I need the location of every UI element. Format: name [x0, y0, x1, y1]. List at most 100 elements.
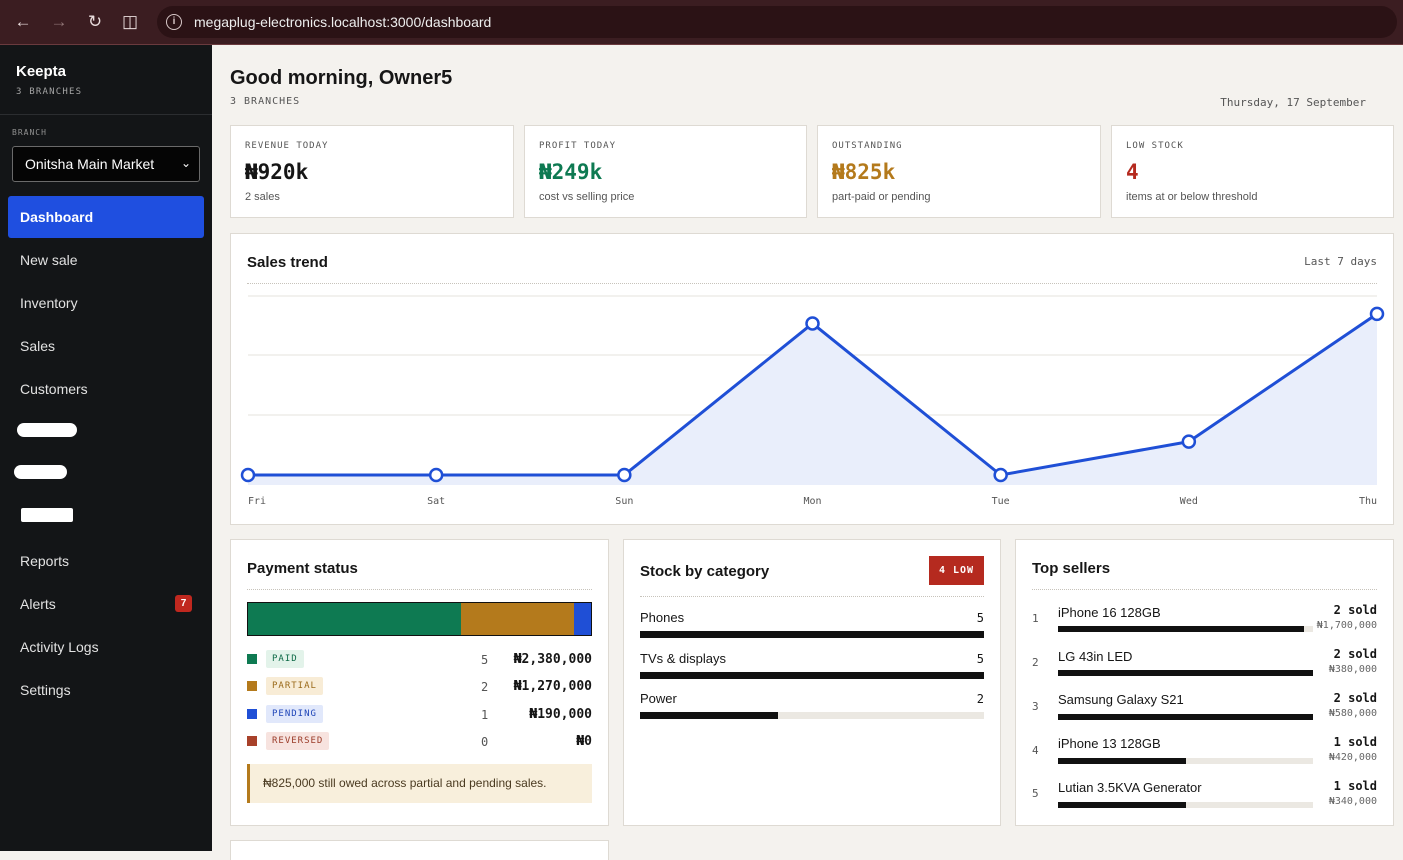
chart-point [805, 316, 820, 331]
sales-trend-chart: Fri Sat Sun Mon Tue Wed Thu [240, 295, 1385, 507]
nav-item-label: Customers [20, 381, 88, 397]
redacted-nav-item[interactable] [14, 465, 67, 479]
nav-item-label: Reports [20, 553, 70, 569]
redacted-nav-item[interactable] [17, 423, 77, 437]
payment-status-card: Payment status PAID 5 ₦2,380,000 PARTIAL… [230, 539, 609, 826]
seller-bar-fill [1058, 802, 1186, 808]
current-date: Thursday, 17 September [1220, 96, 1366, 109]
seller-name: Samsung Galaxy S21 [1058, 692, 1184, 707]
category-bar-track [640, 631, 984, 638]
brand-name: Keepta [16, 63, 67, 80]
seller-rank: 4 [1032, 744, 1039, 757]
reversed-pill: REVERSED [266, 732, 330, 750]
pending-legend-swatch [247, 709, 257, 719]
category-count: 2 [976, 692, 984, 706]
category-name: Power [640, 691, 677, 706]
reversed-legend-swatch [247, 736, 257, 746]
branch-count: 3 BRANCHES [230, 96, 301, 107]
nav-item-reports[interactable]: Reports [8, 540, 204, 582]
pending-bar-segment [574, 603, 591, 635]
stat-label: REVENUE TODAY [245, 141, 329, 151]
seller-sold: 1 sold [1333, 735, 1377, 749]
forward-arrow-icon[interactable]: → [50, 12, 68, 31]
reload-icon[interactable]: ↻ [87, 12, 103, 31]
nav-item-settings[interactable]: Settings [8, 669, 204, 711]
nav-item-dashboard[interactable]: Dashboard [8, 196, 204, 238]
nav-item-label: Sales [20, 338, 56, 354]
stat-sub: cost vs selling price [539, 191, 635, 203]
nav-item-alerts[interactable]: Alerts 7 [8, 583, 204, 625]
redacted-nav-item[interactable] [21, 508, 73, 522]
paid-pill: PAID [266, 650, 304, 668]
chart-x-tick-label: Sat [427, 496, 445, 507]
sales-trend-range: Last 7 days [1304, 255, 1377, 268]
stat-label: OUTSTANDING [832, 141, 903, 151]
brand-branches: 3 BRANCHES [16, 87, 83, 97]
nav-item-label: Dashboard [20, 209, 94, 225]
stock-title: Stock by category [640, 563, 770, 580]
seller-amount: ₦380,000 [1328, 664, 1377, 675]
payment-status-title: Payment status [247, 560, 358, 577]
address-bar[interactable]: i megaplug-electronics.localhost:3000/da… [157, 6, 1397, 38]
nav-item-customers[interactable]: Customers [8, 368, 204, 410]
nav-item-label: Activity Logs [20, 639, 99, 655]
chevron-down-icon: ⌄ [180, 156, 191, 170]
sidebar-divider [0, 114, 212, 115]
stat-card-outstanding: OUTSTANDING ₦825k part-paid or pending [817, 125, 1101, 218]
category-name: TVs & displays [640, 651, 726, 666]
nav-item-label: Settings [20, 682, 71, 698]
seller-name: LG 43in LED [1058, 649, 1133, 664]
seller-rank: 1 [1032, 612, 1039, 625]
seller-name: Lutian 3.5KVA Generator [1058, 780, 1202, 795]
low-stock-badge[interactable]: 4 LOW [929, 556, 984, 585]
paid-legend-swatch [247, 654, 257, 664]
nav-item-sales[interactable]: Sales [8, 325, 204, 367]
seller-bar-fill [1058, 670, 1313, 676]
seller-name: iPhone 16 128GB [1058, 605, 1161, 620]
next-card [230, 840, 609, 860]
branch-select[interactable]: Onitsha Main Market ⌄ [12, 146, 200, 182]
reversed-count: 0 [481, 735, 489, 749]
chart-x-tick-label: Thu [1359, 496, 1377, 507]
chart-point [240, 467, 256, 483]
stat-value: ₦249k [539, 160, 603, 184]
nav-item-new-sale[interactable]: New sale [8, 239, 204, 281]
sales-trend-title: Sales trend [247, 254, 328, 271]
nav-item-inventory[interactable]: Inventory [8, 282, 204, 324]
split-view-icon[interactable]: ◫ [121, 12, 139, 31]
seller-bar-track [1058, 758, 1313, 764]
paid-count: 5 [481, 653, 489, 667]
paid-bar-segment [248, 603, 461, 635]
branch-select-value: Onitsha Main Market [25, 156, 155, 172]
nav-item-activity-logs[interactable]: Activity Logs [8, 626, 204, 668]
card-divider [1032, 589, 1377, 590]
stat-value: ₦825k [832, 160, 896, 184]
stat-value: 4 [1126, 160, 1139, 184]
seller-sold: 2 sold [1333, 603, 1377, 617]
partial-legend-swatch [247, 681, 257, 691]
back-arrow-icon[interactable]: ← [14, 12, 32, 31]
seller-bar-fill [1058, 626, 1305, 632]
seller-bar-track [1058, 714, 1313, 720]
stat-card-low-stock: LOW STOCK 4 items at or below threshold [1111, 125, 1394, 218]
pending-pill: PENDING [266, 705, 323, 723]
chart-area [248, 313, 1377, 485]
stat-sub: 2 sales [245, 191, 280, 203]
category-count: 5 [976, 611, 984, 625]
alerts-count-badge: 7 [175, 595, 192, 612]
paid-amount: ₦2,380,000 [513, 652, 592, 667]
top-sellers-title: Top sellers [1032, 560, 1111, 577]
chart-x-tick-label: Fri [248, 496, 266, 507]
stock-by-category-card: Stock by category 4 LOW Phones 5 TVs & d… [623, 539, 1001, 826]
chart-x-tick-label: Tue [992, 496, 1010, 507]
chart-x-tick-label: Mon [803, 496, 821, 507]
category-bar-fill [640, 712, 778, 719]
outstanding-note: ₦825,000 still owed across partial and p… [247, 764, 592, 803]
site-info-icon[interactable]: i [166, 14, 182, 30]
seller-sold: 1 sold [1333, 779, 1377, 793]
sidebar: Keepta 3 BRANCHES BRANCH Onitsha Main Ma… [0, 45, 212, 851]
pending-amount: ₦190,000 [529, 707, 592, 722]
seller-amount: ₦1,700,000 [1316, 620, 1377, 631]
seller-amount: ₦340,000 [1328, 796, 1377, 807]
url-text[interactable]: megaplug-electronics.localhost:3000/dash… [194, 14, 492, 30]
